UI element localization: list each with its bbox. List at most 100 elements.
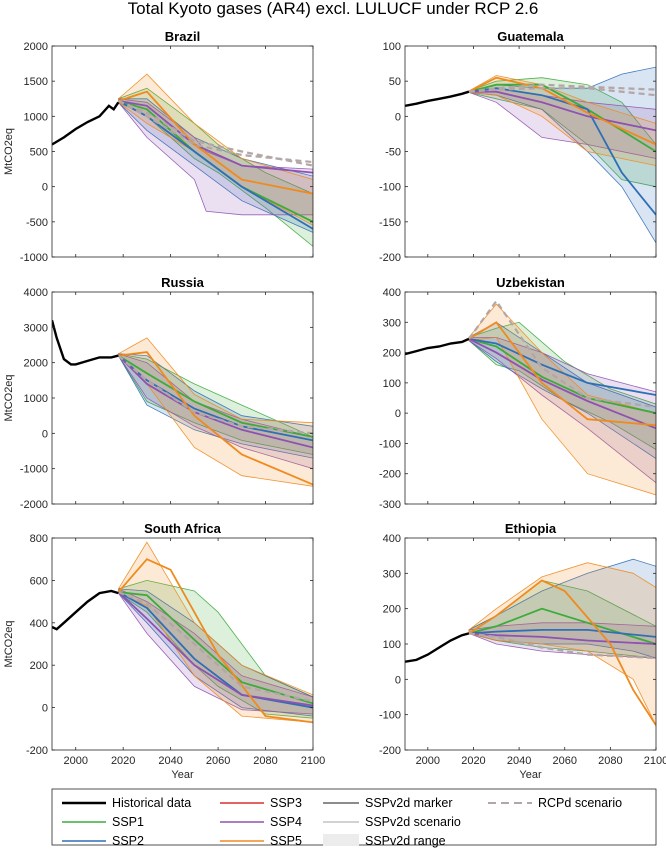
rcpd-line [468, 83, 656, 93]
marker-line-ssp4 [468, 338, 656, 430]
marker-line-ssp4 [117, 591, 313, 707]
y-axis-label: MtCO2eq [3, 620, 15, 667]
panel-title: Guatemala [497, 29, 564, 44]
historical-line [52, 589, 119, 631]
rcpd-line [117, 591, 313, 703]
y-tick-label: 100 [383, 639, 401, 651]
y-tick-label: -150 [379, 217, 401, 229]
x-tick-label: 2000 [63, 755, 87, 767]
plot-area [405, 46, 656, 257]
legend-label: SSPv2d marker [365, 796, 453, 810]
axes-box [51, 537, 314, 751]
range-band-ssp2 [468, 321, 656, 460]
y-tick-label: 600 [30, 575, 48, 587]
y-tick-label: 2000 [24, 358, 48, 370]
marker-line-ssp5 [468, 579, 656, 726]
range-band-ssp1 [468, 77, 656, 188]
marker-line-ssp5 [118, 90, 313, 195]
chart-panel-ethiopia: -200 -100 0 100 200 300 400 2000 2020 2040 2060 208… [379, 521, 666, 781]
y-tick-label: 0 [42, 428, 48, 440]
x-tick-label: 2040 [158, 755, 182, 767]
y-tick-label: 50 [389, 76, 401, 88]
legend-item-sspv2d-marker: SSPv2d marker [323, 796, 453, 810]
y-tick-label: 800 [30, 533, 48, 545]
legend-item-ssp2: SSP2 [62, 834, 144, 848]
legend-label: SSPv2d scenario [365, 815, 461, 829]
chart-panel-guatemala: -200 -150 -100 -50 0 50 100 Guatemala [379, 29, 657, 264]
legend-label: RCPd scenario [538, 796, 622, 810]
x-tick-label: 2040 [507, 755, 531, 767]
y-tick-label: -100 [379, 182, 401, 194]
y-tick-label: 100 [383, 41, 401, 53]
y-axis-label: MtCO2eq [3, 374, 15, 421]
y-tick-label: 0 [42, 703, 48, 715]
marker-line-ssp2 [468, 629, 656, 638]
figure-title: Total Kyoto gases (AR4) excl. LULUCF und… [128, 0, 539, 18]
marker-line-ssp1 [468, 338, 656, 414]
y-tick-label: 3000 [24, 322, 48, 334]
legend-label: SSP2 [112, 834, 144, 848]
legend-swatch [323, 834, 359, 846]
y-tick-label: 300 [383, 568, 401, 580]
panel-title: South Africa [144, 521, 222, 536]
x-tick-label: 2100 [301, 755, 325, 767]
range-band-ssp5 [468, 75, 656, 167]
panel-title: Russia [161, 275, 204, 290]
marker-line-ssp1 [118, 591, 313, 705]
legend-label: Historical data [112, 796, 191, 810]
y-tick-label: 400 [383, 533, 401, 545]
legend-item-sspv2d-scenario: SSPv2d scenario [323, 815, 461, 829]
marker-line-ssp5 [468, 321, 656, 427]
panel-title: Ethiopia [505, 521, 557, 536]
legend-item-rcpd-scenario: RCPd scenario [488, 796, 622, 810]
range-band-ssp5 [118, 73, 313, 226]
rcpd-line [468, 632, 656, 660]
y-tick-label: -200 [379, 252, 401, 264]
y-tick-label: 1500 [24, 76, 48, 88]
y-tick-label: 200 [383, 348, 401, 360]
x-tick-label: 2080 [253, 755, 277, 767]
y-tick-label: -100 [379, 710, 401, 722]
y-tick-label: -200 [379, 469, 401, 481]
historical-line [405, 90, 470, 107]
rcpd-line [468, 87, 656, 97]
y-tick-label: 0 [395, 408, 401, 420]
x-tick-label: 2020 [461, 755, 485, 767]
marker-line-ssp2 [468, 338, 656, 396]
y-tick-label: 400 [383, 287, 401, 299]
legend-label: SSP1 [112, 815, 144, 829]
legend: Historical data SSP1 SSP2 SSP3 SSP4 SSP5 SSPv2… [51, 788, 657, 848]
range-band-ssp5 [118, 541, 313, 723]
range-band-ssp5 [468, 562, 656, 726]
x-axis-label: Year [519, 769, 542, 781]
y-tick-label: 4000 [24, 287, 48, 299]
x-tick-label: 2060 [552, 755, 576, 767]
chart-panel-uzbekistan: -300 -200 -100 0 100 200 300 400 Uzbekistan [379, 275, 657, 511]
y-tick-label: -2000 [20, 499, 48, 511]
plot-content [52, 73, 313, 247]
historical-line [405, 632, 470, 663]
chart-panels: -1000-5000500100015002000BrazilMtCO2eq-2… [3, 29, 666, 781]
marker-line-ssp5 [118, 351, 313, 486]
y-tick-label: 0 [395, 674, 401, 686]
x-tick-label: 2080 [598, 755, 622, 767]
plot-content [52, 319, 313, 487]
chart-panel-south-africa: -200 0 200 400 600 800 2000 2020 2040 2060 2080 210… [3, 521, 325, 781]
legend-item-ssp1: SSP1 [62, 815, 144, 829]
legend-item-historical-data: Historical data [62, 796, 191, 810]
y-tick-label: -50 [385, 147, 401, 159]
legend-label: SSPv2d range [365, 834, 446, 848]
panel-title: Brazil [165, 29, 200, 44]
plot-content [405, 558, 656, 726]
y-tick-label: 400 [30, 618, 48, 630]
axes-box [404, 291, 657, 505]
y-tick-label: -1000 [20, 464, 48, 476]
chart-panel-russia: -2000 -1000 0 1000 2000 3000 4000 Russia MtCO2eq [3, 275, 314, 511]
y-tick-label: 200 [30, 660, 48, 672]
x-tick-label: 2100 [644, 755, 666, 767]
chart-panel-brazil: -1000 -500 0 500 1000 1500 2000 Brazil MtCO2eq [3, 29, 314, 264]
y-tick-label: 200 [383, 604, 401, 616]
plot-area [52, 292, 313, 504]
panel-title: Uzbekistan [496, 275, 565, 290]
historical-line [52, 319, 119, 366]
